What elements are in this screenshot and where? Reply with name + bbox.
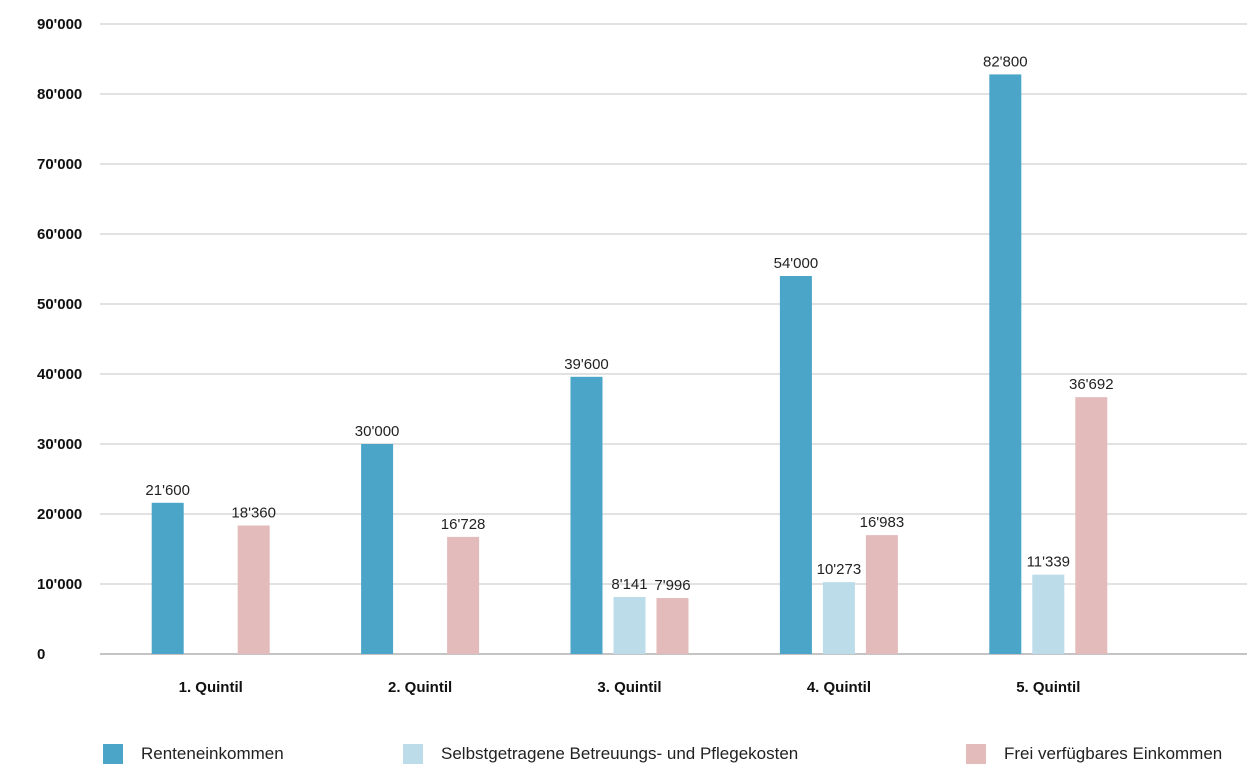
- data-labels: 21'600 18'360 30'000 16'728 39'600 8'141 7'996…: [145, 53, 1113, 594]
- y-tick-label: 70'000: [37, 156, 82, 173]
- data-label: 7'996: [654, 577, 690, 594]
- y-axis: 0 10'000 20'000 30'000 40'000 50'000 60'000 70'…: [37, 16, 82, 663]
- bar-series-1-cat-2: [613, 597, 646, 654]
- y-tick-label: 30'000: [37, 436, 82, 453]
- legend-swatch-frei-verfuegbar: [966, 744, 986, 764]
- bars: [151, 74, 1108, 654]
- y-tick-label: 60'000: [37, 226, 82, 243]
- bar-series-0-cat-1: [361, 444, 394, 654]
- gridlines: [100, 23, 1247, 655]
- legend-swatch-renteneinkommen: [103, 744, 123, 764]
- x-tick-label: 2. Quintil: [388, 679, 452, 696]
- legend-item-pflegekosten: Selbstgetragene Betreuungs- und Pflegeko…: [403, 744, 798, 764]
- data-label: 36'692: [1069, 376, 1114, 393]
- y-tick-label: 20'000: [37, 506, 82, 523]
- y-tick-label: 40'000: [37, 366, 82, 383]
- bar-series-0-cat-3: [779, 276, 812, 654]
- bar-series-0-cat-0: [151, 502, 184, 654]
- bar-series-2-cat-1: [447, 536, 480, 654]
- data-label: 16'983: [860, 514, 905, 531]
- y-tick-label: 90'000: [37, 16, 82, 33]
- data-label: 30'000: [355, 423, 400, 440]
- y-tick-label: 50'000: [37, 296, 82, 313]
- y-tick-label: 0: [37, 646, 45, 663]
- y-tick-label: 80'000: [37, 86, 82, 103]
- legend-label: Renteneinkommen: [141, 744, 284, 763]
- bar-series-2-cat-0: [237, 525, 270, 654]
- data-label: 54'000: [774, 255, 819, 272]
- data-label: 21'600: [145, 482, 190, 499]
- legend-label: Frei verfügbares Einkommen: [1004, 744, 1223, 763]
- y-tick-label: 10'000: [37, 576, 82, 593]
- data-label: 8'141: [611, 576, 647, 593]
- x-axis: 1. Quintil 2. Quintil 3. Quintil 4. Quintil…: [179, 679, 1081, 696]
- bar-series-2-cat-3: [865, 535, 898, 654]
- bar-series-1-cat-4: [1032, 574, 1065, 654]
- bar-series-1-cat-3: [822, 582, 855, 654]
- legend-swatch-pflegekosten: [403, 744, 423, 764]
- bar-series-0-cat-4: [989, 74, 1022, 654]
- legend-label: Selbstgetragene Betreuungs- und Pflegeko…: [441, 744, 799, 763]
- data-label: 82'800: [983, 53, 1028, 70]
- data-label: 11'339: [1027, 554, 1070, 571]
- x-tick-label: 3. Quintil: [597, 679, 661, 696]
- legend: Renteneinkommen Selbstgetragene Betreuun…: [0, 744, 1247, 770]
- x-tick-label: 5. Quintil: [1016, 679, 1080, 696]
- x-tick-label: 1. Quintil: [179, 679, 243, 696]
- legend-item-frei-verfuegbar: Frei verfügbares Einkommen: [966, 744, 1222, 764]
- bar-series-0-cat-2: [570, 376, 603, 654]
- data-label: 18'360: [231, 504, 276, 521]
- data-label: 16'728: [441, 516, 486, 533]
- bar-series-2-cat-4: [1075, 397, 1108, 654]
- legend-item-renteneinkommen: Renteneinkommen: [103, 744, 284, 764]
- bar-series-2-cat-2: [656, 598, 689, 654]
- x-tick-label: 4. Quintil: [807, 679, 871, 696]
- data-label: 39'600: [564, 356, 609, 373]
- data-label: 10'273: [817, 561, 862, 578]
